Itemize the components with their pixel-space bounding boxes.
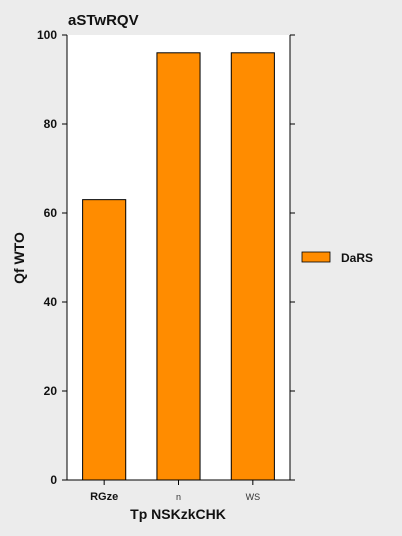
x-axis-label: Tp NSKzkCHK	[130, 506, 226, 522]
legend-swatch	[301, 251, 331, 263]
bar-rgze	[82, 199, 127, 481]
y-tick-label: 80	[44, 117, 58, 131]
legend-label: DaRS	[341, 251, 373, 265]
x-axis-ticks: RGze n WS	[90, 480, 260, 503]
bars-layer	[82, 52, 275, 481]
y-tick-label: 20	[44, 384, 58, 398]
legend: DaRS	[301, 251, 373, 265]
y-tick-label: 100	[37, 28, 57, 42]
y-tick-label: 40	[44, 295, 58, 309]
y-tick-label: 0	[50, 473, 57, 487]
y-axis-label: Qf WTO	[11, 232, 27, 284]
bar-ws	[230, 52, 275, 481]
x-tick-label-rgze: RGze	[90, 491, 118, 503]
bar-n	[156, 52, 201, 481]
chart-title: aSTwRQV	[68, 12, 139, 29]
x-tick-label-ws: WS	[246, 492, 261, 502]
y-axis-ticks: 0 20 40 60 80 100	[37, 28, 295, 487]
y-tick-label: 60	[44, 206, 58, 220]
x-tick-label-n: n	[176, 492, 181, 502]
